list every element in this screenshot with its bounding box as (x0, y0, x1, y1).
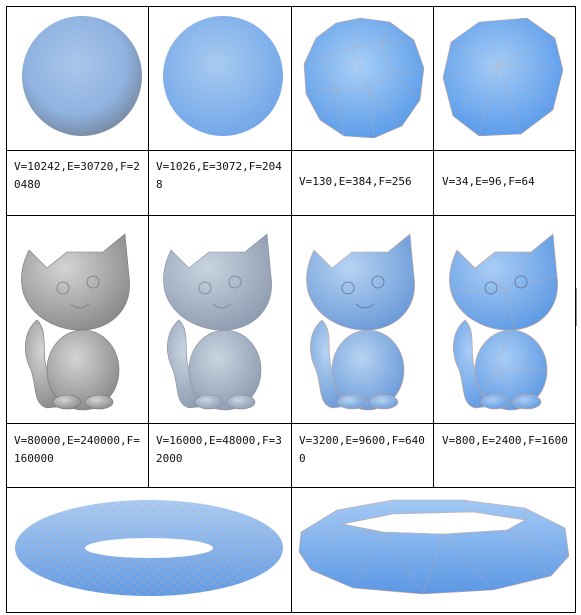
caption-sphere-3: V=130,E=384,F=256 (293, 152, 433, 212)
torus-dense-figure (8, 490, 290, 610)
table-border-col3 (433, 6, 434, 488)
kitten-800-figure (435, 220, 575, 420)
kitten-image-1 (7, 220, 147, 420)
torus-coarse-figure (293, 490, 576, 610)
table-border-col2 (291, 6, 292, 613)
table-border-left (6, 6, 7, 613)
caption-sphere-4: V=34,E=96,F=64 (436, 152, 576, 212)
sphere-image-3 (292, 8, 432, 148)
kitten-image-4 (435, 220, 575, 420)
sphere-image-2 (149, 8, 289, 148)
sphere-130-figure (292, 8, 432, 148)
sphere-image-4 (435, 8, 575, 148)
torus-image-1 (8, 490, 290, 610)
caption-kitten-2: V=16000,E=48000,F=32000 (150, 426, 290, 486)
sphere-34-figure (435, 8, 575, 148)
kitten-3200-figure (292, 220, 432, 420)
table-border-col1 (148, 6, 149, 488)
torus-image-2 (293, 490, 576, 610)
resize-handle[interactable] (576, 288, 581, 326)
kitten-16000-figure (149, 220, 289, 420)
caption-kitten-1: V=80000,E=240000,F=160000 (8, 426, 148, 486)
sphere-1026-figure (149, 8, 289, 148)
sphere-dense-figure (7, 8, 147, 148)
caption-sphere-1: V=10242,E=30720,F=20480 (8, 152, 146, 212)
kitten-image-2 (149, 220, 289, 420)
caption-kitten-3: V=3200,E=9600,F=6400 (293, 426, 433, 486)
caption-sphere-2: V=1026,E=3072,F=2048 (150, 152, 290, 212)
kitten-grey-figure (7, 220, 147, 420)
sphere-image-1 (7, 8, 147, 148)
kitten-image-3 (292, 220, 432, 420)
caption-kitten-4: V=800,E=2400,F=1600 (436, 426, 576, 486)
